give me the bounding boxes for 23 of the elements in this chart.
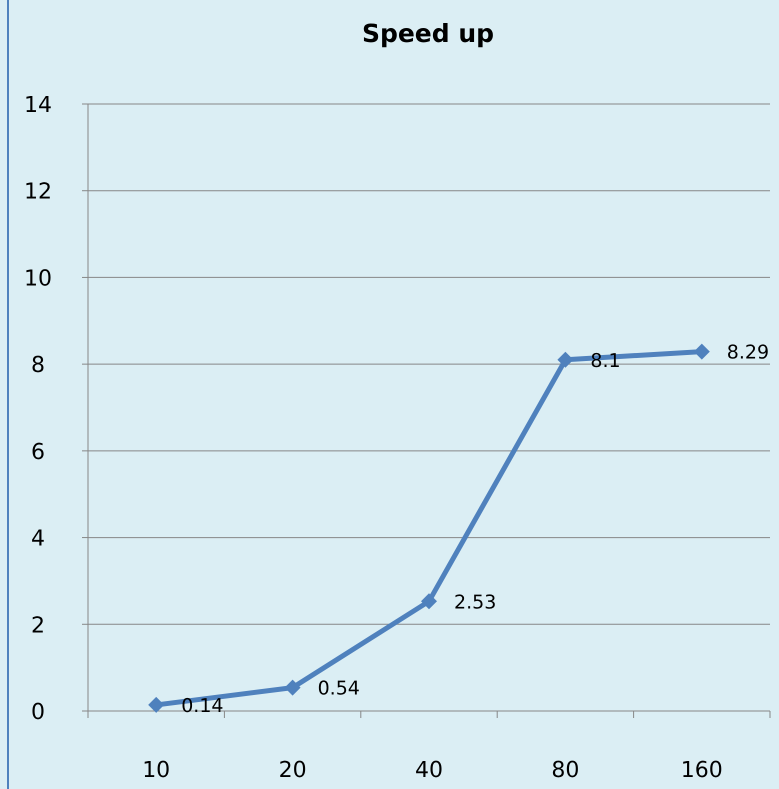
- point: [557, 352, 574, 368]
- y-tick-label: 4: [31, 526, 45, 552]
- x-tick-label: 20: [278, 758, 307, 783]
- data-label: 8.29: [726, 342, 770, 364]
- y-tick-label: 6: [31, 440, 45, 465]
- y-tick-label: 12: [24, 180, 52, 205]
- x-tick-label: 80: [551, 758, 580, 783]
- data-label: 8.1: [590, 350, 621, 372]
- data-label: 2.53: [454, 591, 496, 614]
- point: [148, 696, 164, 713]
- x-tick-label: 160: [680, 758, 723, 783]
- y-tick-label: 0: [31, 700, 45, 725]
- chart-title: Speed up: [362, 19, 494, 48]
- y-tick-label: 8: [31, 353, 45, 378]
- data-label: 0.54: [318, 678, 360, 700]
- data-label: 0.14: [181, 694, 224, 717]
- x-tick-label: 40: [415, 758, 443, 783]
- x-tick-label: 10: [142, 758, 170, 783]
- y-tick-label: 14: [24, 93, 52, 118]
- point: [421, 593, 437, 610]
- y-tick-label: 10: [24, 266, 52, 292]
- point: [284, 680, 301, 696]
- y-tick-label: 2: [31, 613, 45, 638]
